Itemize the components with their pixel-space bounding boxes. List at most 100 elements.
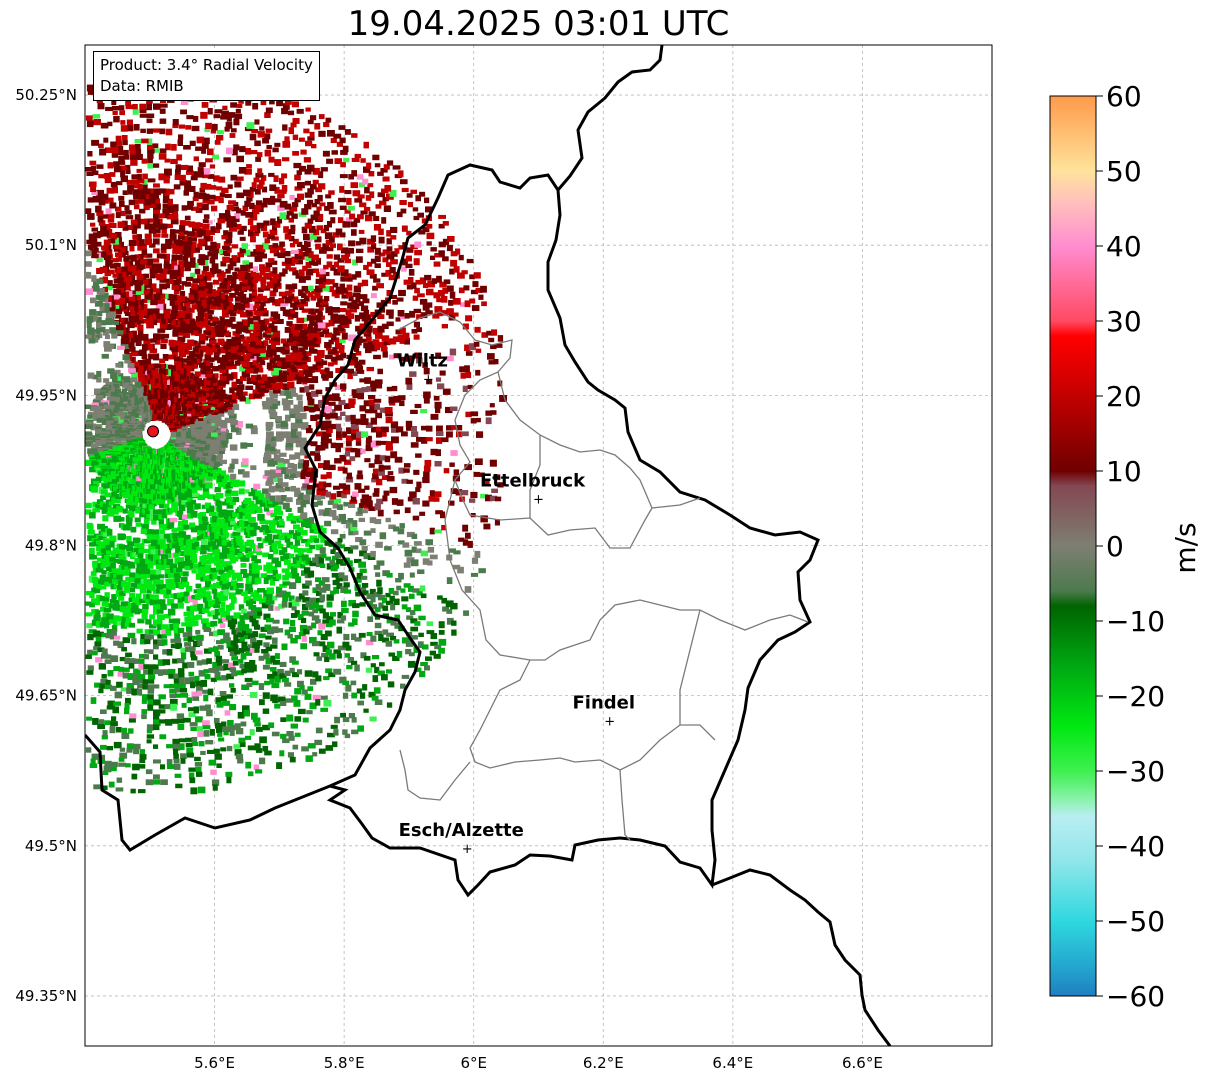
radar-echo-cell xyxy=(151,338,157,343)
radar-echo-cell xyxy=(348,334,357,341)
radar-echo-cell xyxy=(133,199,139,205)
radar-echo-cell xyxy=(145,258,153,266)
radar-echo-cell xyxy=(92,501,98,508)
radar-echo-cell xyxy=(99,304,105,311)
radar-echo-cell xyxy=(149,368,156,376)
radar-echo-cell xyxy=(150,569,157,576)
radar-echo-cell xyxy=(178,124,186,129)
radar-echo-cell xyxy=(284,203,292,210)
radar-echo-cell xyxy=(103,484,109,489)
radar-echo-cell xyxy=(108,501,115,506)
radar-echo-cell xyxy=(151,519,157,525)
radar-echo-cell xyxy=(126,612,134,617)
radar-echo-cell xyxy=(404,338,410,345)
radar-echo-cell xyxy=(263,272,271,279)
radar-echo-cell xyxy=(173,552,179,558)
radar-echo-cell xyxy=(162,354,169,361)
radar-echo-cell xyxy=(186,236,192,244)
radar-echo-cell xyxy=(150,318,158,326)
radar-echo-cell xyxy=(340,162,346,168)
radar-echo-cell xyxy=(91,243,98,249)
radar-echo-cell xyxy=(288,341,297,346)
radar-echo-cell xyxy=(365,347,372,354)
radar-echo-cell xyxy=(99,410,105,415)
radar-echo-cell xyxy=(141,158,148,164)
radar-echo-cell xyxy=(125,652,132,658)
radar-echo-cell xyxy=(348,247,354,254)
radar-echo-cell xyxy=(181,597,188,602)
radar-echo-cell xyxy=(86,171,94,176)
radar-echo-cell xyxy=(284,297,293,304)
radar-echo-cell xyxy=(126,306,133,311)
radar-echo-cell xyxy=(153,228,161,234)
radar-echo-cell xyxy=(132,552,140,558)
radar-echo-cell xyxy=(173,628,180,634)
radar-echo-cell xyxy=(126,743,134,750)
radar-echo-cell xyxy=(433,292,441,299)
radar-echo-cell xyxy=(268,406,276,413)
radar-echo-cell xyxy=(341,254,349,261)
radar-echo-cell xyxy=(341,294,349,299)
radar-echo-cell xyxy=(467,384,473,389)
radar-echo-cell xyxy=(344,403,351,409)
radar-echo-cell xyxy=(153,163,160,168)
radar-echo-cell xyxy=(304,204,312,210)
radar-echo-cell xyxy=(127,280,133,287)
radar-echo-cell xyxy=(202,137,210,145)
radar-echo-cell xyxy=(309,317,315,325)
radar-echo-cell xyxy=(293,162,302,169)
radar-echo-cell xyxy=(204,245,213,251)
radar-echo-cell xyxy=(164,563,170,569)
radar-echo-cell xyxy=(367,261,373,267)
radar-echo-cell xyxy=(225,209,231,216)
radar-echo-cell xyxy=(311,288,318,295)
radar-echo-cell xyxy=(139,754,147,760)
radar-echo-cell xyxy=(274,338,281,346)
radar-echo-cell xyxy=(368,171,375,177)
radar-echo-cell xyxy=(335,423,342,430)
radar-echo-cell xyxy=(115,206,122,212)
radar-echo-cell xyxy=(371,426,378,433)
radar-echo-cell xyxy=(183,250,191,257)
radar-echo-cell xyxy=(355,296,361,303)
radar-echo-cell xyxy=(363,166,371,173)
radar-echo-cell xyxy=(92,481,100,486)
radar-echo-cell xyxy=(173,758,180,764)
radar-echo-cell xyxy=(207,148,214,156)
radar-echo-cell xyxy=(305,268,314,276)
radar-echo-cell xyxy=(120,338,127,345)
radar-echo-cell xyxy=(134,517,141,523)
radar-echo-cell xyxy=(223,214,231,222)
radar-echo-cell xyxy=(134,259,141,266)
radar-echo-cell xyxy=(250,374,257,382)
radar-echo-cell xyxy=(139,218,148,225)
radar-echo-cell xyxy=(137,673,146,680)
radar-echo-cell xyxy=(133,743,141,750)
radar-echo-cell xyxy=(300,362,308,368)
radar-echo-cell xyxy=(485,410,493,416)
radar-echo-cell xyxy=(162,198,168,204)
radar-echo-cell xyxy=(441,324,448,329)
radar-echo-cell xyxy=(335,367,342,373)
radar-echo-cell xyxy=(93,279,99,286)
radar-echo-cell xyxy=(439,281,447,288)
radar-echo-cell xyxy=(162,523,170,531)
radar-echo-cell xyxy=(251,283,257,290)
radar-echo-cell xyxy=(412,295,419,301)
radar-echo-cell xyxy=(99,501,106,507)
radar-echo-cell xyxy=(134,320,141,325)
radar-echo-cell xyxy=(208,194,216,200)
radar-echo-cell xyxy=(218,292,225,299)
radar-echo-cell xyxy=(219,192,226,198)
radar-echo-cell xyxy=(470,289,478,295)
radar-echo-cell xyxy=(274,220,281,228)
radar-echo-cell xyxy=(379,341,387,348)
radar-echo-cell xyxy=(177,627,185,634)
radar-echo-cell xyxy=(122,376,131,383)
radar-echo-cell xyxy=(163,258,170,265)
radar-echo-cell xyxy=(464,365,470,373)
radar-echo-cell xyxy=(107,474,115,480)
radar-echo-cell xyxy=(200,182,207,190)
radar-echo-cell xyxy=(239,281,248,287)
radar-echo-cell xyxy=(182,632,191,637)
